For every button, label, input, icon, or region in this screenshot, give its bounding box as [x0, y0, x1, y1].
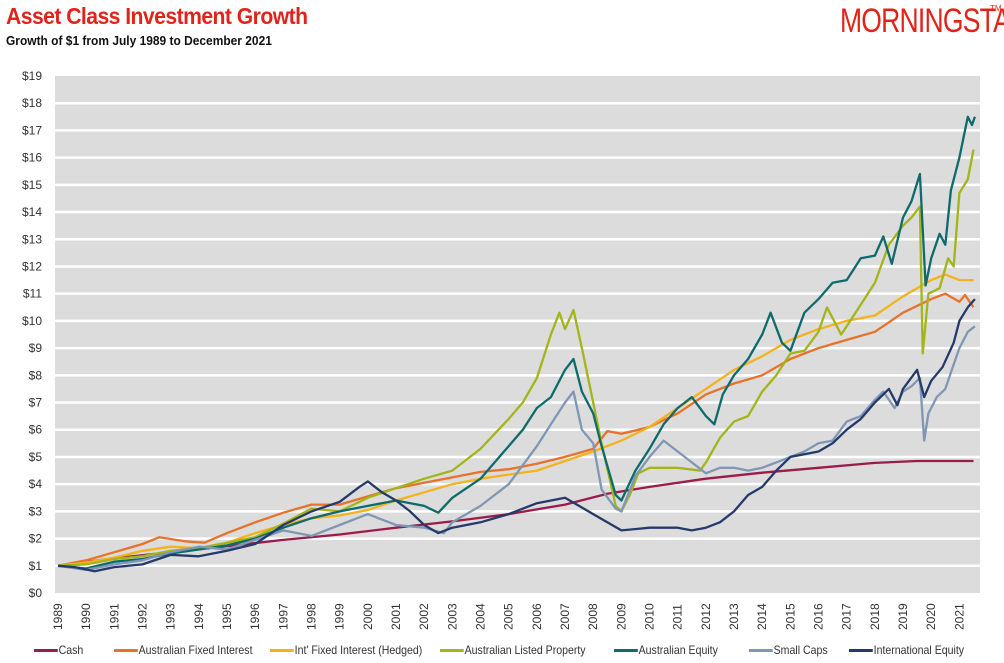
x-tick-label: 2004: [474, 603, 488, 630]
y-tick-label: $19: [22, 69, 42, 83]
x-tick-label: 2009: [614, 603, 628, 630]
series-lines: [57, 115, 976, 573]
x-tick-label: 1996: [248, 603, 262, 630]
x-tick-label: 2003: [445, 603, 459, 630]
x-tick-label: 2002: [417, 603, 431, 630]
series-line-international-equity: [57, 298, 976, 573]
legend-swatch: [270, 648, 294, 652]
x-tick-label: 2017: [840, 603, 854, 630]
y-tick-label: $9: [29, 341, 43, 355]
x-tick-label: 2013: [727, 603, 741, 630]
legend-item: Australian Equity: [614, 643, 718, 657]
legend-label: Australian Listed Property: [464, 643, 586, 657]
x-tick-label: 2021: [952, 603, 966, 630]
legend-label: Australian Equity: [638, 643, 718, 657]
chart-title: Asset Class Investment Growth: [6, 3, 308, 29]
x-axis-ticks: 1989 1990 1991 1992 1993 1994 1995 1996 1997 1998…: [51, 603, 966, 630]
legend-item: Small Caps: [749, 643, 828, 657]
y-tick-label: $8: [29, 368, 43, 382]
legend-label: Small Caps: [773, 643, 828, 657]
x-tick-label: 2012: [699, 603, 713, 630]
y-tick-label: $6: [29, 423, 43, 437]
y-tick-label: $11: [23, 287, 42, 301]
series-line-small-caps: [57, 325, 976, 572]
series-line-australian-equity: [57, 115, 976, 570]
x-tick-label: 2014: [755, 603, 769, 630]
legend-swatch: [749, 648, 773, 652]
legend-label: Australian Fixed Interest: [138, 643, 253, 657]
legend-swatch: [614, 648, 638, 652]
series-line-australian-fixed-interest: [57, 292, 975, 567]
legend-swatch: [114, 648, 138, 652]
morningstar-logo: MORNINGSTAR: [840, 2, 1004, 40]
x-tick-label: 2015: [783, 603, 797, 630]
y-tick-label: $16: [22, 151, 42, 165]
y-tick-label: $7: [29, 396, 43, 410]
x-tick-label: 1998: [305, 603, 319, 630]
legend-item: Cash: [34, 643, 83, 657]
x-tick-label: 2001: [389, 603, 403, 630]
x-tick-label: 2018: [868, 603, 882, 630]
y-tick-label: $14: [22, 205, 42, 219]
y-tick-label: $0: [29, 586, 43, 600]
y-tick-label: $10: [22, 314, 42, 328]
y-tick-label: $12: [22, 259, 42, 273]
legend-item: Int' Fixed Interest (Hedged): [270, 643, 422, 657]
x-tick-label: 1995: [220, 603, 234, 630]
legend-label: Cash: [58, 643, 84, 657]
legend: Cash Australian Fixed Interest Int' Fixed …: [34, 643, 1004, 659]
legend-label: Int' Fixed Interest (Hedged): [294, 643, 423, 657]
legend-swatch: [440, 648, 464, 652]
x-tick-label: 1999: [333, 603, 347, 630]
x-tick-label: 2011: [671, 604, 685, 630]
x-tick-label: 1989: [51, 603, 65, 630]
y-tick-label: $13: [22, 232, 42, 246]
y-tick-label: $17: [22, 123, 42, 137]
x-tick-label: 2020: [924, 603, 938, 630]
x-tick-label: 1992: [136, 603, 150, 630]
chart-subtitle: Growth of $1 from July 1989 to December …: [6, 33, 272, 48]
x-tick-label: 1991: [107, 603, 121, 630]
x-tick-label: 2000: [361, 603, 375, 630]
legend-item: International Equity: [849, 643, 964, 657]
x-tick-label: 1990: [79, 603, 93, 630]
plot-background: [55, 76, 980, 593]
y-tick-label: $15: [22, 178, 42, 192]
y-tick-label: $3: [29, 504, 43, 518]
y-axis-ticks: $0 $1 $2 $3 $4 $5 $6 $7 $8 $9 $10 $11 $12 $13 $14 $15 $1…: [22, 69, 42, 600]
x-tick-label: 2006: [530, 603, 544, 630]
legend-label: International Equity: [873, 643, 965, 657]
trademark-mark: TM: [990, 4, 1002, 13]
x-tick-label: 1993: [164, 603, 178, 630]
y-tick-label: $18: [22, 96, 42, 110]
y-tick-label: $1: [29, 559, 43, 573]
x-tick-label: 1994: [192, 603, 206, 630]
legend-item: Australian Listed Property: [440, 643, 586, 657]
y-tick-label: $5: [29, 450, 43, 464]
x-tick-label: 2010: [643, 603, 657, 630]
legend-item: Australian Fixed Interest: [114, 643, 253, 657]
x-tick-label: 1997: [276, 603, 290, 630]
y-tick-label: $4: [29, 477, 43, 491]
x-tick-label: 2005: [502, 603, 516, 630]
x-tick-label: 2019: [896, 603, 910, 630]
x-tick-label: 2007: [558, 603, 572, 630]
x-tick-label: 2008: [586, 603, 600, 630]
legend-swatch: [34, 648, 58, 652]
y-tick-label: $2: [29, 532, 43, 546]
x-tick-label: 2016: [812, 603, 826, 630]
legend-swatch: [849, 648, 873, 652]
